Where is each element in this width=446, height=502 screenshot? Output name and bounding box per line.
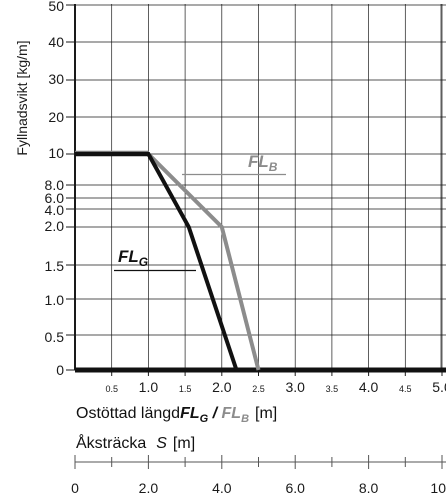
x-tick-label: 2.5 [252,384,265,394]
y-tick-label: 40 [48,34,64,50]
x2-tick-label: 2.0 [139,480,159,496]
grid [75,4,446,370]
axes [66,4,446,376]
series-line-fl-g [75,152,239,371]
x-tick-label: 1.0 [139,379,159,395]
legend-fl-g-label: FLG [118,247,148,269]
y-tick-labels: 0 0.5 1.0 1.5 2.04.06.08.0 10 20 30 40 50 [45,0,65,378]
y-tick-label: 6.0 [45,190,65,206]
y-tick-label: 0.5 [45,329,65,345]
x-axis-fl-b: FL [222,405,242,422]
series-lines [75,150,261,371]
x2-axis-unit: [m] [173,435,195,452]
x-axis-fl-g-sub: G [200,413,209,425]
x-tick-label: 4.0 [359,379,379,395]
y-tick-label: 1.0 [45,292,65,308]
legend-fl-b-name: FL [248,152,269,171]
x2-tick-label: 0 [71,480,79,496]
x2-tick-label: 4.0 [212,480,232,496]
x-tick-label: 5.0 [432,379,446,395]
x2-tick-label: 8.0 [359,480,379,496]
x-tick-label: 4.5 [399,384,412,394]
x-tick-label: 3.5 [326,384,339,394]
y-tick-label: 4.0 [45,202,65,218]
secondary-axis: 0 2.0 4.0 6.0 8.0 10 [71,455,446,496]
y-tick-label: 8.0 [45,177,65,193]
legend-fl-b: FLB [182,152,286,176]
x-axis-label-text: Ostöttad längd [76,405,180,422]
y-tick-label: 10 [48,145,64,161]
x-tick-label: 2.0 [212,379,232,395]
x2-tick-label: 10 [430,480,446,496]
y-tick-label: 30 [48,71,64,87]
x-axis-unit: [m] [255,405,277,422]
x-axis-label: Ostöttad längdFLG / FLB [m] [76,405,277,425]
x2-axis-var: S [156,435,167,452]
legend-fl-g-name: FL [118,247,139,266]
x-axis-fl-b-sub: B [241,413,249,425]
y-tick-label: 2.0 [45,218,65,234]
x-axis-fl-g: FL [180,405,200,422]
legend-fl-b-sub: B [269,160,278,174]
x2-axis-label-text: Åksträcka [76,433,146,452]
x-tick-label: 0.5 [105,384,118,394]
legend-fl-g-sub: G [139,255,148,269]
y-tick-label: 1.5 [45,258,65,274]
y-tick-label: 20 [48,109,64,125]
x-tick-label: 3.0 [285,379,305,395]
y-tick-label: 0 [56,362,64,378]
x-tick-labels: 0.5 1.0 1.5 2.0 2.5 3.0 3.5 4.0 4.5 5.0 [105,379,446,395]
x-axis-sep: / [208,405,221,422]
y-axis-label: Fyllnadsvikt [kg/m] [14,40,30,155]
x2-axis-label: Åksträcka S [m] [76,433,195,452]
x2-tick-label: 6.0 [285,480,305,496]
legend-fl-g: FLG [114,247,196,272]
legend-fl-b-label: FLB [248,152,278,174]
x-tick-label: 1.5 [179,384,192,394]
y-tick-label: 50 [48,0,64,14]
